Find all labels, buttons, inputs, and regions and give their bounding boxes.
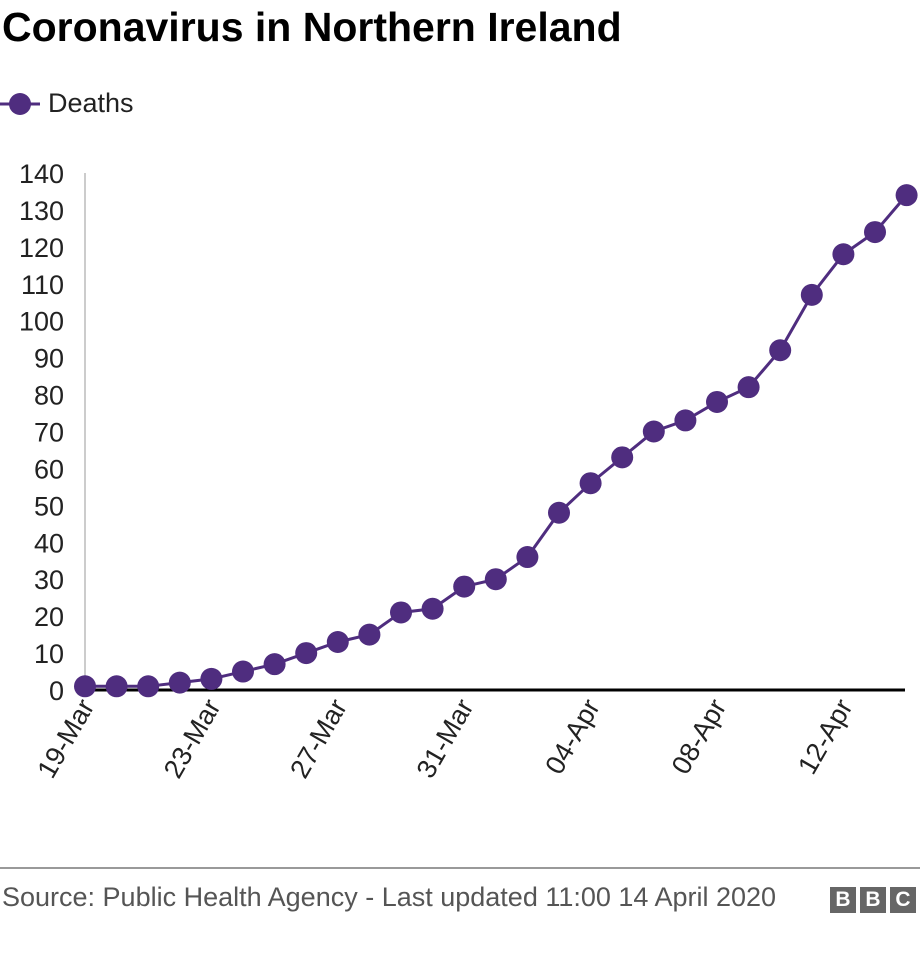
y-tick-label: 30 — [34, 565, 64, 595]
x-tick-label: 27-Mar — [284, 694, 353, 783]
y-tick-label: 60 — [34, 454, 64, 484]
data-point — [579, 472, 602, 495]
data-point — [74, 675, 96, 698]
source-text: Source: Public Health Agency - Last upda… — [2, 882, 777, 912]
data-point — [200, 667, 223, 690]
y-tick-label: 10 — [34, 639, 64, 669]
data-point — [421, 597, 444, 620]
data-point — [263, 653, 286, 676]
bbc-logo-letter: B — [830, 887, 856, 913]
y-tick-label: 70 — [34, 418, 64, 448]
y-tick-label: 130 — [19, 196, 64, 226]
y-tick-label: 120 — [19, 233, 64, 263]
data-point — [769, 339, 792, 362]
data-point — [832, 243, 855, 266]
bbc-logo: B B C — [830, 887, 916, 913]
data-point — [137, 675, 160, 698]
bbc-logo-letter: B — [860, 887, 886, 913]
x-tick-label: 19-Mar — [31, 694, 100, 783]
data-point — [864, 221, 886, 244]
data-point — [232, 660, 254, 683]
y-tick-label: 20 — [34, 602, 64, 632]
data-point — [611, 446, 634, 469]
data-point — [390, 601, 412, 624]
data-point — [453, 575, 476, 598]
y-tick-label: 0 — [49, 676, 64, 706]
y-tick-label: 90 — [34, 344, 64, 374]
data-point — [105, 675, 128, 698]
bbc-logo-letter: C — [890, 887, 916, 913]
data-point — [737, 376, 760, 399]
y-tick-label: 100 — [19, 307, 64, 337]
y-tick-label: 50 — [34, 491, 64, 521]
data-point — [516, 546, 539, 569]
data-point — [168, 671, 191, 694]
legend-marker-icon — [0, 92, 40, 115]
x-tick-label: 12-Apr — [792, 694, 859, 779]
y-tick-label: 110 — [21, 270, 64, 300]
data-point — [295, 642, 318, 665]
data-point — [326, 630, 349, 653]
data-point — [895, 184, 918, 207]
footer-divider — [0, 867, 920, 869]
series-line-deaths — [85, 194, 908, 688]
data-point — [642, 420, 665, 443]
data-point — [548, 501, 570, 524]
data-point — [358, 623, 381, 646]
legend-label: Deaths — [48, 88, 134, 118]
x-tick-label: 08-Apr — [666, 694, 733, 779]
chart-title: Coronavirus in Northern Ireland — [2, 4, 622, 50]
y-tick-label: 140 — [19, 159, 64, 189]
data-point — [706, 390, 728, 413]
y-tick-label: 40 — [34, 528, 64, 558]
data-point — [800, 283, 823, 306]
data-point — [674, 409, 697, 432]
data-point — [484, 568, 507, 591]
x-tick-label: 31-Mar — [411, 694, 480, 783]
x-tick-label: 23-Mar — [158, 694, 227, 783]
x-tick-label: 04-Apr — [539, 694, 606, 779]
legend: Deaths — [0, 88, 134, 119]
y-tick-label: 80 — [34, 381, 64, 411]
line-chart: 0 10 20 30 40 50 60 70 80 90 100 110 120 130 140 19-Mar… — [19, 159, 918, 783]
